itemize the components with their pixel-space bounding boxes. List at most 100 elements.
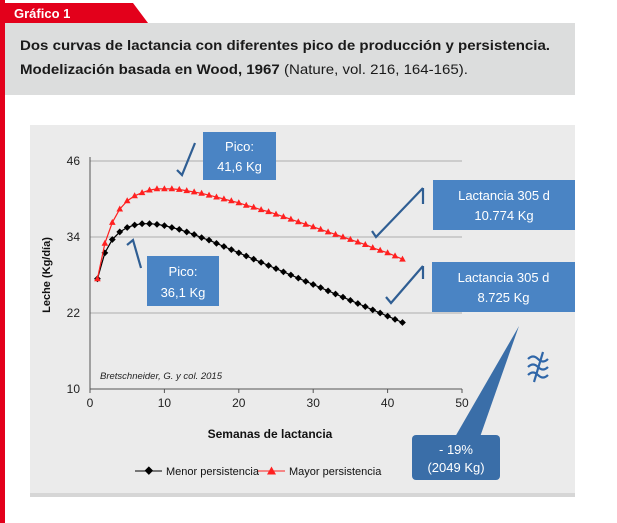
series-1-point-11	[175, 185, 183, 192]
series-0-point-20	[242, 252, 250, 260]
callout-lactancia-red-pointer	[371, 187, 425, 239]
series-0-point-14	[198, 234, 205, 242]
x-axis-label: Semanas de lactancia	[208, 427, 333, 441]
callout-difference: - 19% (2049 Kg)	[412, 326, 519, 480]
icon-wave-bottom	[527, 371, 549, 379]
callout-pico-red-line2: 41,6 Kg	[217, 159, 262, 174]
header-band	[5, 23, 575, 95]
series-1-point-16	[213, 193, 220, 200]
series-1-point-19	[235, 199, 243, 206]
callout-difference-line1: - 19%	[439, 442, 473, 457]
series-0-point-33	[339, 293, 347, 301]
callout-pico-black: Pico: 36,1 Kg	[126, 238, 219, 306]
series-1-point-37	[369, 244, 377, 251]
series-1-point-26	[287, 215, 295, 222]
x-tick-label-2: 20	[232, 396, 246, 410]
callout-pico-black-pointer	[126, 238, 143, 269]
callout-lactancia-black-box	[432, 262, 575, 312]
callout-lactancia-red: Lactancia 305 d 10.774 Kg	[371, 180, 575, 239]
series-1-point-38	[376, 246, 384, 253]
series-1-point-10	[168, 185, 176, 192]
callout-pico-red: Pico: 41,6 Kg	[176, 132, 276, 180]
figure-title-line2-rest: (Nature, vol. 216, 164-165).	[280, 62, 468, 77]
series-1-point-1	[101, 239, 109, 246]
callout-lactancia-red-box	[433, 180, 575, 230]
series-0-point-8	[153, 220, 161, 228]
tick-labels: 0 10 20 30 40 50 10 22 34 46	[67, 154, 469, 410]
series-1-point-4	[123, 197, 131, 204]
series-0-point-3	[116, 228, 124, 236]
series-1-point-22	[257, 206, 265, 213]
legend-label-red: Mayor persistencia	[289, 466, 382, 478]
series-1-point-36	[361, 241, 369, 247]
series-1-point-24	[272, 210, 280, 217]
series-1-point-6	[138, 189, 146, 196]
series-layer	[94, 185, 406, 326]
series-0-point-26	[287, 271, 295, 279]
series-1-point-7	[146, 186, 153, 193]
series-1-point-28	[302, 220, 310, 227]
series-1-point-32	[332, 230, 339, 237]
callout-lactancia-black-pointer	[385, 265, 425, 305]
series-0-point-7	[146, 220, 153, 228]
series-1-point-12	[183, 187, 191, 194]
callout-pico-red-line1: Pico:	[225, 139, 254, 154]
icon-slash	[532, 351, 545, 383]
source-note: Bretschneider, G. y col. 2015	[100, 371, 223, 382]
series-1-point-29	[309, 223, 317, 230]
callout-difference-line2: (2049 Kg)	[427, 460, 484, 475]
series-1	[94, 185, 406, 282]
callout-difference-box	[412, 435, 500, 480]
callout-lactancia-black: Lactancia 305 d 8.725 Kg	[385, 262, 575, 312]
not-equal-approx-icon	[527, 351, 549, 383]
series-1-point-15	[205, 191, 213, 198]
callout-lactancia-black-line1: Lactancia 305 d	[458, 270, 550, 285]
icon-wave-top	[527, 355, 549, 363]
series-0	[94, 220, 406, 326]
series-1-point-0	[94, 275, 101, 282]
series-0-point-28	[302, 277, 310, 285]
x-tick-label-3: 30	[307, 396, 321, 410]
figure-title-line2-bold: Modelización basada en Wood, 1967	[20, 62, 280, 77]
series-1-point-35	[354, 238, 362, 245]
chart-panel-shadow	[30, 493, 575, 497]
series-1-point-25	[280, 213, 287, 220]
series-0-point-32	[332, 290, 339, 298]
series-0-point-19	[235, 249, 243, 257]
x-tick-label-5: 50	[455, 396, 469, 410]
callout-lactancia-red-line1: Lactancia 305 d	[458, 188, 550, 203]
legend-marker-red	[267, 466, 276, 475]
y-tick-label-2: 34	[67, 230, 81, 244]
series-1-point-23	[265, 208, 272, 215]
series-1-point-8	[153, 185, 161, 192]
x-tick-label-1: 10	[158, 396, 172, 410]
series-1-point-34	[347, 235, 354, 242]
series-1-point-27	[295, 218, 302, 225]
series-0-point-21	[250, 255, 258, 263]
y-tick-label-3: 46	[67, 154, 81, 168]
series-0-point-16	[213, 239, 220, 247]
series-0-point-2	[108, 236, 116, 243]
series-0-point-36	[361, 303, 369, 311]
callout-pico-black-line1: Pico:	[169, 264, 198, 279]
series-0-point-9	[161, 222, 168, 229]
callout-pico-black-box	[147, 256, 219, 306]
series-1-point-5	[131, 192, 138, 199]
y-tick-label-0: 10	[67, 382, 81, 396]
series-1-point-41	[399, 255, 406, 262]
header-badge-tip	[133, 3, 148, 23]
series-1-point-17	[220, 195, 228, 202]
series-1-point-33	[339, 233, 347, 240]
left-accent-bar	[0, 0, 5, 523]
series-0-point-23	[265, 262, 272, 269]
series-1-point-13	[190, 188, 198, 195]
series-0-point-13	[190, 231, 198, 238]
callout-difference-tail	[455, 326, 519, 437]
series-0-point-27	[294, 274, 302, 282]
series-1-point-30	[317, 225, 324, 232]
callout-pico-black-line2: 36,1 Kg	[161, 285, 206, 300]
series-1-point-20	[242, 201, 250, 208]
callout-pico-red-pointer	[176, 142, 197, 177]
header-badge	[5, 3, 133, 23]
series-1-point-31	[324, 228, 332, 235]
